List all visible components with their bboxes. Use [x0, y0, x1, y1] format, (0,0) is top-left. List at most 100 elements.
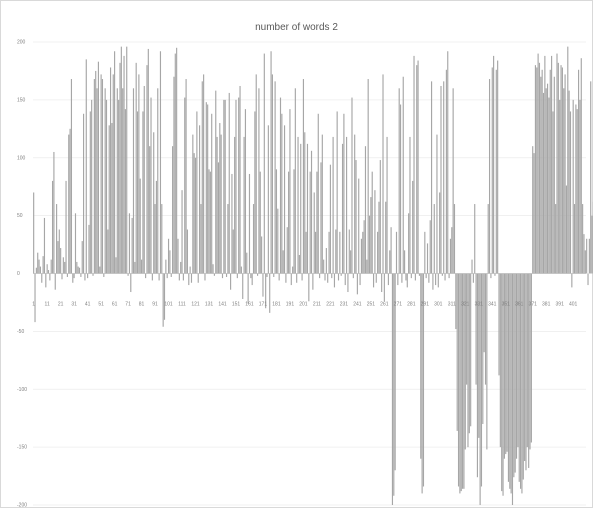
bar [49, 273, 51, 281]
bar [223, 99, 225, 274]
bar [190, 273, 193, 283]
bar [235, 99, 237, 274]
bar [553, 76, 555, 274]
bar [189, 266, 191, 274]
x-tick-label: 241 [353, 302, 362, 308]
bar [308, 273, 310, 302]
bar [132, 88, 135, 274]
bar [507, 273, 510, 482]
bar [240, 266, 242, 274]
bar [462, 273, 464, 489]
x-tick-label: 171 [259, 302, 268, 308]
bar [460, 273, 462, 492]
bar [511, 273, 514, 505]
bar [193, 153, 195, 274]
bar [111, 123, 113, 274]
bar [503, 273, 505, 459]
bar [560, 65, 562, 274]
bar [155, 180, 157, 274]
bar [211, 113, 213, 274]
bar [393, 273, 395, 496]
bar [306, 143, 309, 274]
bar [368, 215, 371, 274]
bar [479, 273, 481, 505]
x-tick-label: 261 [380, 302, 389, 308]
bar [569, 111, 572, 274]
bar [258, 88, 260, 274]
x-tick-label: 391 [556, 302, 565, 308]
bar [494, 273, 496, 276]
bar [414, 273, 416, 281]
bar [536, 67, 538, 274]
bar [351, 97, 353, 274]
bar [478, 273, 480, 438]
bar [96, 88, 98, 274]
bar [101, 79, 104, 274]
bar [273, 273, 275, 277]
bar [201, 81, 203, 274]
bar [35, 267, 37, 274]
bar [444, 273, 446, 281]
bar [409, 136, 411, 274]
bar [336, 111, 338, 274]
bar [346, 136, 348, 274]
bar [286, 227, 288, 274]
bar [64, 261, 66, 274]
bar [238, 97, 240, 274]
bar [319, 273, 321, 279]
x-tick-label: 71 [125, 302, 131, 308]
bar [372, 273, 375, 288]
bar [39, 266, 41, 274]
bar [123, 55, 125, 274]
bar [304, 132, 306, 274]
bar [501, 273, 503, 492]
bar [541, 69, 543, 274]
bar [571, 273, 573, 288]
bar [234, 136, 236, 274]
bar [437, 273, 439, 288]
bar [514, 273, 516, 473]
bar [256, 273, 259, 276]
bar [436, 134, 438, 274]
bar [557, 62, 559, 274]
bar [451, 227, 453, 274]
x-tick-label: 101 [164, 302, 173, 308]
x-tick-label: 331 [475, 302, 484, 308]
y-tick-label: -50 [17, 329, 24, 335]
x-tick-label: 121 [191, 302, 200, 308]
bar [350, 250, 352, 274]
bar [176, 47, 178, 274]
x-tick-label: 141 [218, 302, 227, 308]
y-tick-label: 150 [17, 97, 26, 103]
bar [174, 53, 176, 274]
bar [549, 69, 551, 274]
bar [356, 273, 358, 295]
x-tick-label: 271 [394, 302, 403, 308]
bar [332, 136, 334, 274]
bar [301, 273, 303, 281]
bar [363, 220, 365, 274]
bar [325, 248, 327, 274]
x-tick-label: 301 [434, 302, 443, 308]
x-tick-label: 371 [529, 302, 538, 308]
bar [267, 125, 269, 274]
bar [305, 231, 307, 274]
bar [383, 273, 385, 302]
bar [265, 273, 267, 309]
bar [499, 273, 501, 448]
bar [559, 99, 561, 274]
bar [362, 231, 364, 274]
bar [294, 88, 296, 274]
bar [298, 254, 300, 274]
bar [279, 97, 282, 274]
bar [452, 88, 454, 274]
bar [563, 88, 565, 274]
bar [172, 146, 174, 274]
bar [239, 85, 241, 274]
bar [394, 273, 396, 471]
bar [538, 62, 541, 274]
bar [471, 259, 473, 274]
bar [266, 273, 268, 277]
bar [209, 171, 211, 274]
bar [546, 83, 549, 274]
